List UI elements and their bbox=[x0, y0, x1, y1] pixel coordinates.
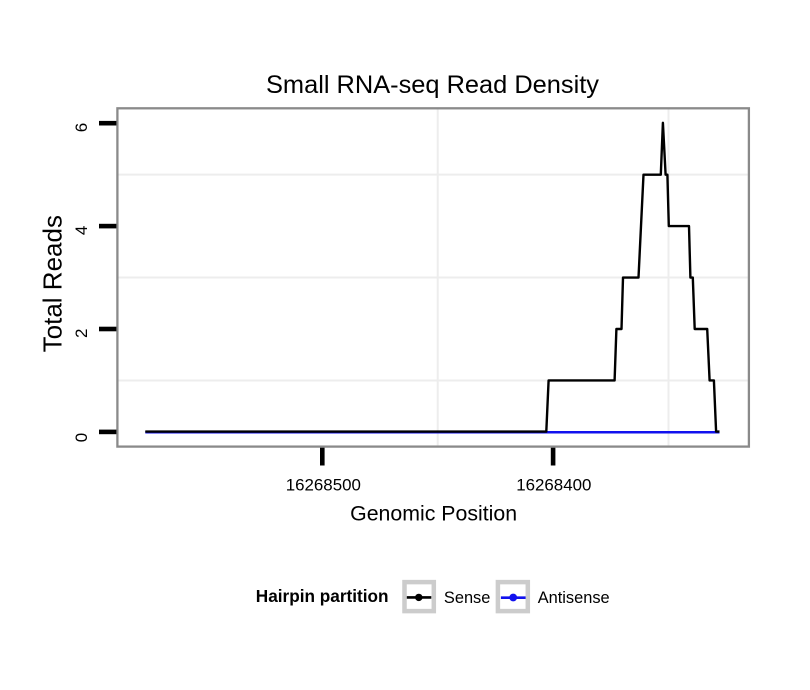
svg-text:4: 4 bbox=[72, 226, 91, 235]
svg-text:16268500: 16268500 bbox=[286, 476, 361, 495]
svg-text:Hairpin partition: Hairpin partition bbox=[256, 586, 389, 606]
svg-text:Total Reads: Total Reads bbox=[38, 215, 68, 352]
svg-text:Genomic Position: Genomic Position bbox=[350, 501, 517, 525]
svg-text:16268400: 16268400 bbox=[516, 476, 591, 495]
svg-text:Sense: Sense bbox=[444, 589, 490, 607]
svg-text:6: 6 bbox=[72, 123, 91, 132]
svg-text:Antisense: Antisense bbox=[538, 589, 610, 607]
svg-text:Small RNA-seq Read Density: Small RNA-seq Read Density bbox=[266, 71, 599, 99]
svg-text:2: 2 bbox=[72, 329, 91, 338]
svg-text:0: 0 bbox=[72, 433, 91, 442]
